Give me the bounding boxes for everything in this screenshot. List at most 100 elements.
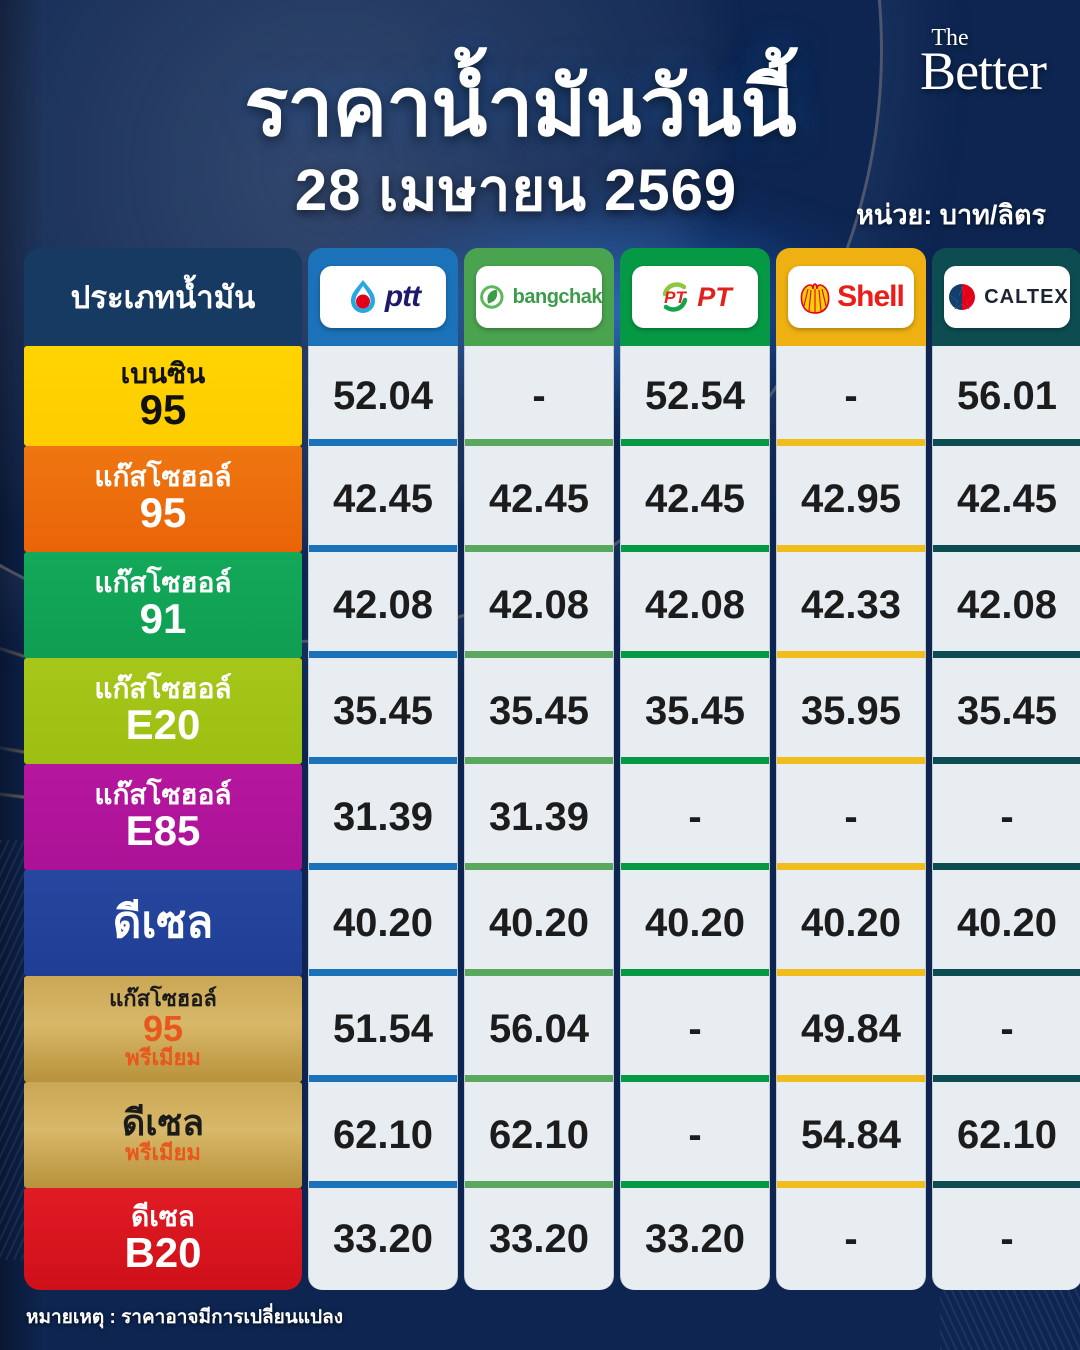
unit-label: หน่วย: บาท/ลิตร — [856, 200, 1046, 230]
price-diesel-premium-shell: 54.84 — [776, 1082, 926, 1188]
price-diesel-premium-ptt: 62.10 — [308, 1082, 458, 1188]
column-separator-caltex — [933, 1075, 1080, 1082]
price-value: 40.20 — [644, 900, 746, 945]
column-separator-caltex — [933, 969, 1080, 976]
column-separator-ptt — [309, 439, 457, 446]
price-value: - — [688, 794, 702, 839]
column-separator-ptt — [309, 651, 457, 658]
price-gasohol-95-premium-bangchak: 56.04 — [464, 976, 614, 1082]
column-separator-pt — [621, 863, 769, 870]
price-gasohol-95-premium-shell: 49.84 — [776, 976, 926, 1082]
column-header-pt[interactable]: PT PT — [620, 248, 770, 346]
column-separator-pt — [621, 969, 769, 976]
fuel-label-line: แก๊สโซฮอล์ — [94, 673, 232, 705]
caltex-logo-text: CALTEX — [984, 286, 1069, 308]
price-value: 40.20 — [332, 900, 434, 945]
price-diesel-caltex: 40.20 — [932, 870, 1080, 976]
price-value: 35.45 — [644, 688, 746, 733]
column-separator-shell — [777, 757, 925, 764]
price-benzin-95-caltex: 56.01 — [932, 346, 1080, 446]
price-gasohol-91-bangchak: 42.08 — [464, 552, 614, 658]
ptt-logo-text: ptt — [384, 280, 421, 313]
price-value: 33.20 — [644, 1216, 746, 1261]
price-gasohol-e85-caltex: - — [932, 764, 1080, 870]
price-gasohol-91-shell: 42.33 — [776, 552, 926, 658]
column-header-fuel-type: ประเภทน้ำมัน — [24, 248, 302, 346]
price-value: 42.08 — [332, 582, 434, 627]
column-separator-caltex — [933, 439, 1080, 446]
bangchak-logo-text: bangchak — [512, 286, 602, 308]
column-header-caltex[interactable]: CALTEX — [932, 248, 1080, 346]
column-header-shell[interactable]: Shell — [776, 248, 926, 346]
column-separator-shell — [777, 863, 925, 870]
price-value: - — [688, 1006, 702, 1051]
page-title: ราคาน้ำมันวันนี้ — [244, 62, 796, 153]
price-benzin-95-pt: 52.54 — [620, 346, 770, 446]
column-separator-bangchak — [465, 1075, 613, 1082]
column-separator-pt — [621, 651, 769, 658]
price-diesel-b20-ptt: 33.20 — [308, 1188, 458, 1290]
price-diesel-b20-pt: 33.20 — [620, 1188, 770, 1290]
column-separator-ptt — [309, 1075, 457, 1082]
fuel-label-line: เบนซิน — [120, 358, 206, 390]
price-value: 49.84 — [800, 1006, 902, 1051]
column-separator-ptt — [309, 863, 457, 870]
column-separator-caltex — [933, 757, 1080, 764]
price-value: 52.04 — [332, 373, 434, 418]
price-value: 56.04 — [488, 1006, 590, 1051]
price-gasohol-95-ptt: 42.45 — [308, 446, 458, 552]
price-diesel-bangchak: 40.20 — [464, 870, 614, 976]
price-diesel-premium-caltex: 62.10 — [932, 1082, 1080, 1188]
shell-pecten-icon — [800, 283, 830, 314]
fuel-label-line: พรีเมียม — [125, 1140, 201, 1166]
price-value: 42.45 — [332, 476, 434, 521]
column-separator-pt — [621, 1075, 769, 1082]
svg-text:PT: PT — [664, 288, 687, 307]
price-value: 33.20 — [488, 1216, 590, 1261]
fuel-label-gasohol-e20: แก๊สโซฮอล์ E20 — [24, 658, 302, 764]
fuel-label-gasohol-e85: แก๊สโซฮอล์ E85 — [24, 764, 302, 870]
price-value: 51.54 — [332, 1006, 434, 1051]
price-value: 40.20 — [800, 900, 902, 945]
column-separator-ptt — [309, 1181, 457, 1188]
fuel-label-line: แก๊สโซฮอล์ — [94, 567, 232, 599]
column-separator-pt — [621, 1181, 769, 1188]
price-value: - — [844, 373, 858, 418]
fuel-label-line: ดีเซล — [112, 897, 214, 947]
price-benzin-95-shell: - — [776, 346, 926, 446]
fuel-label-benzin-95: เบนซิน 95 — [24, 346, 302, 446]
price-gasohol-95-premium-pt: - — [620, 976, 770, 1082]
column-separator-shell — [777, 1075, 925, 1082]
column-separator-bangchak — [465, 545, 613, 552]
column-separator-shell — [777, 969, 925, 976]
price-gasohol-e85-bangchak: 31.39 — [464, 764, 614, 870]
column-separator-caltex — [933, 863, 1080, 870]
column-separator-pt — [621, 757, 769, 764]
price-value: 42.45 — [488, 476, 590, 521]
price-gasohol-e85-shell: - — [776, 764, 926, 870]
column-header-bangchak[interactable]: bangchak — [464, 248, 614, 346]
pt-swirl-icon: PT — [662, 282, 688, 312]
column-separator-shell — [777, 651, 925, 658]
price-gasohol-91-pt: 42.08 — [620, 552, 770, 658]
price-value: 52.54 — [644, 373, 746, 418]
price-gasohol-95-shell: 42.95 — [776, 446, 926, 552]
fuel-label-line: แก๊สโซฮอล์ — [94, 779, 232, 811]
fuel-label-line: 95 — [142, 1007, 184, 1049]
column-separator-pt — [621, 545, 769, 552]
price-value: - — [688, 1112, 702, 1157]
bangchak-logo: bangchak — [476, 266, 602, 328]
price-value: 42.08 — [956, 582, 1058, 627]
column-header-ptt[interactable]: ptt — [308, 248, 458, 346]
price-gasohol-e20-ptt: 35.45 — [308, 658, 458, 764]
price-gasohol-e20-caltex: 35.45 — [932, 658, 1080, 764]
fuel-label-line: แก๊สโซฮอล์ — [109, 986, 217, 1012]
price-value: 56.01 — [956, 373, 1058, 418]
price-gasohol-91-caltex: 42.08 — [932, 552, 1080, 658]
price-value: 42.45 — [644, 476, 746, 521]
price-value: 42.08 — [488, 582, 590, 627]
shell-logo-text: Shell — [837, 280, 905, 313]
price-value: 31.39 — [332, 794, 434, 839]
column-separator-ptt — [309, 757, 457, 764]
fuel-label-line: E20 — [125, 700, 201, 748]
